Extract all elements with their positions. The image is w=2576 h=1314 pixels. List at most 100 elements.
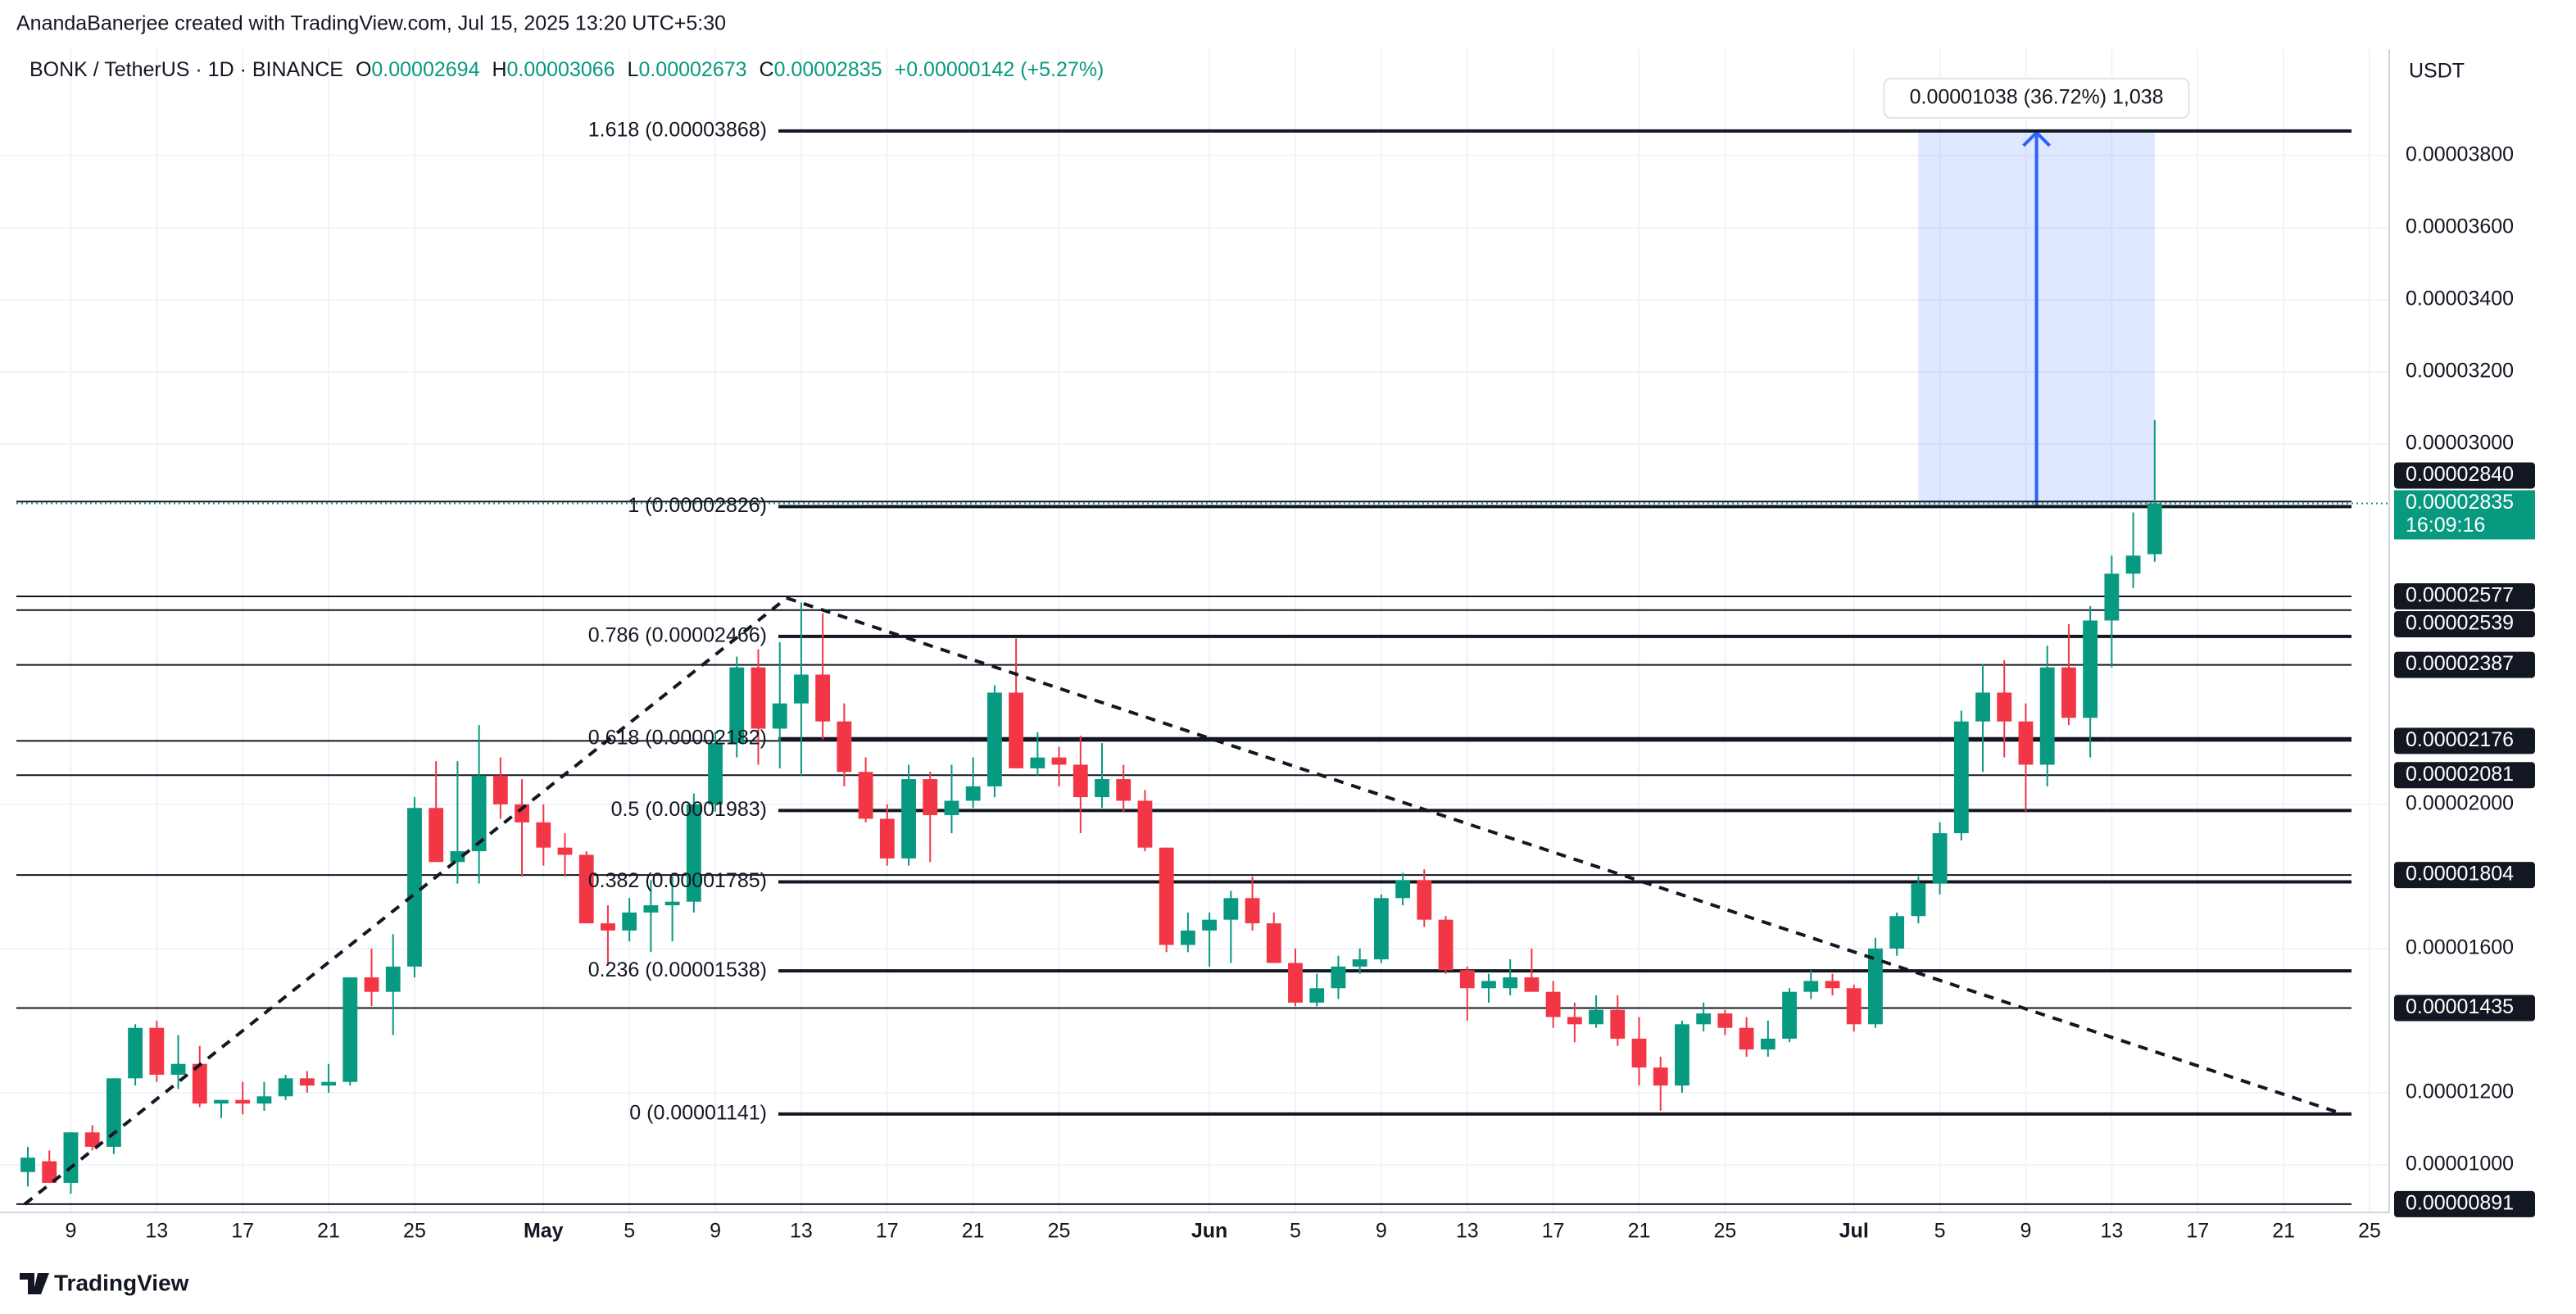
candle-body <box>1589 1009 1603 1025</box>
price-badge <box>2394 610 2535 637</box>
candle-body <box>965 786 981 801</box>
candle-body <box>686 804 701 902</box>
candle-body <box>1889 916 1905 949</box>
candle-body <box>557 847 573 855</box>
candle-body <box>1782 991 1797 1039</box>
candle-body <box>84 1132 100 1147</box>
price-badge <box>2394 727 2535 754</box>
brand-logo <box>20 1273 49 1294</box>
countdown: 16:09:16 <box>2406 514 2485 537</box>
candle-body <box>772 703 787 729</box>
x-tick-label: 9 <box>1376 1220 1387 1243</box>
price-badge-label: 0.00001435 <box>2406 995 2514 1018</box>
x-tick-label: 17 <box>2186 1220 2209 1243</box>
candle-body <box>879 818 895 859</box>
candle-body <box>1266 923 1281 963</box>
candles <box>20 419 2162 1194</box>
candle-body <box>1245 898 1260 924</box>
fib-label: 0.5 (0.00001983) <box>611 798 767 821</box>
x-tick-label: 13 <box>1456 1220 1479 1243</box>
fib-label: 0.786 (0.00002466) <box>588 623 767 646</box>
candle-body <box>1975 692 1990 722</box>
candle-body <box>1331 966 1346 989</box>
candle-body <box>1395 880 1411 899</box>
y-tick-label: 0.00001000 <box>2406 1153 2514 1176</box>
candle-body <box>515 804 529 822</box>
candle-body <box>192 1063 207 1104</box>
candle-body <box>2083 620 2098 718</box>
candle-body <box>1202 919 1218 931</box>
candle-body <box>751 667 766 729</box>
candle-body <box>2018 721 2034 765</box>
candle-body <box>407 808 422 967</box>
x-tick-label: 17 <box>876 1220 899 1243</box>
candle-body <box>492 775 508 804</box>
ohlc-label: O <box>356 58 371 81</box>
candle-body <box>1481 981 1496 989</box>
candle-body <box>1825 981 1840 989</box>
y-tick-label: 0.00003000 <box>2406 431 2514 454</box>
candle-body <box>1288 963 1303 1003</box>
x-tick-label: 17 <box>1542 1220 1565 1243</box>
candle-body <box>815 674 831 722</box>
candle-body <box>837 721 852 773</box>
candle-body <box>1438 919 1454 971</box>
x-tick-label: 25 <box>2358 1220 2381 1243</box>
x-tick-label: 21 <box>317 1220 340 1243</box>
candle-body <box>471 775 487 852</box>
candle-body <box>1675 1024 1689 1086</box>
x-tick-label: Jul <box>1839 1220 1869 1243</box>
candle-body <box>1567 1017 1582 1025</box>
y-tick-label: 0.00002000 <box>2406 791 2514 814</box>
candle-body <box>1352 959 1367 967</box>
price-badge <box>2394 1190 2535 1217</box>
candle-body <box>1073 764 1088 798</box>
candle-body <box>1803 981 1819 992</box>
candle-body <box>1116 779 1132 801</box>
candle-body <box>299 1078 315 1086</box>
y-tick-label: 0.00003600 <box>2406 215 2514 238</box>
x-tick-label: 5 <box>1934 1220 1946 1243</box>
x-tick-label: 25 <box>403 1220 426 1243</box>
x-tick-label: 13 <box>790 1220 813 1243</box>
fib-label: 0 (0.00001141) <box>629 1101 767 1124</box>
x-tick-label: 9 <box>710 1220 721 1243</box>
price-badge <box>2394 582 2535 609</box>
y-tick-label: 0.00003800 <box>2406 143 2514 165</box>
candle-body <box>20 1158 35 1172</box>
ohlc-label: H <box>492 58 506 81</box>
trend-line <box>786 596 2344 1116</box>
candle-body <box>794 674 809 704</box>
candle-body <box>578 854 594 924</box>
price-badge <box>2394 762 2535 789</box>
fib-label: 0.236 (0.00001538) <box>588 958 767 981</box>
y-tick-label: 0.00003200 <box>2406 359 2514 382</box>
candle-body <box>1953 721 1969 834</box>
x-tick-label: 17 <box>231 1220 254 1243</box>
price-badge-label: 0.00002387 <box>2406 652 2514 675</box>
candle-body <box>1051 757 1067 765</box>
price-badge-label: 0.00002176 <box>2406 728 2514 751</box>
price-badge <box>2394 995 2535 1022</box>
ohlc-value: 0.00002835 <box>774 58 882 81</box>
y-tick-label: 0.00003400 <box>2406 287 2514 310</box>
candle-body <box>1417 880 1432 920</box>
candle-body <box>128 1027 143 1079</box>
candle-body <box>1631 1038 1647 1068</box>
candle-body <box>106 1078 121 1147</box>
candle-body <box>1095 779 1109 798</box>
candle-body <box>1932 833 1948 884</box>
candle-body <box>364 977 379 992</box>
candle-body <box>2104 573 2120 621</box>
x-tick-label: 9 <box>2020 1220 2032 1243</box>
candle-body <box>1223 898 1239 920</box>
fib-label: 0.618 (0.00002182) <box>588 726 767 749</box>
x-tick-label: 9 <box>65 1220 76 1243</box>
candle-body <box>1373 898 1389 960</box>
x-tick-label: 21 <box>962 1220 985 1243</box>
ohlc-value: 0.00002694 <box>371 58 479 81</box>
symbol-line: BONK / TetherUS · 1D · BINANCE O0.000026… <box>29 58 1104 81</box>
candle-body <box>708 743 723 804</box>
candle-body <box>1159 847 1174 945</box>
